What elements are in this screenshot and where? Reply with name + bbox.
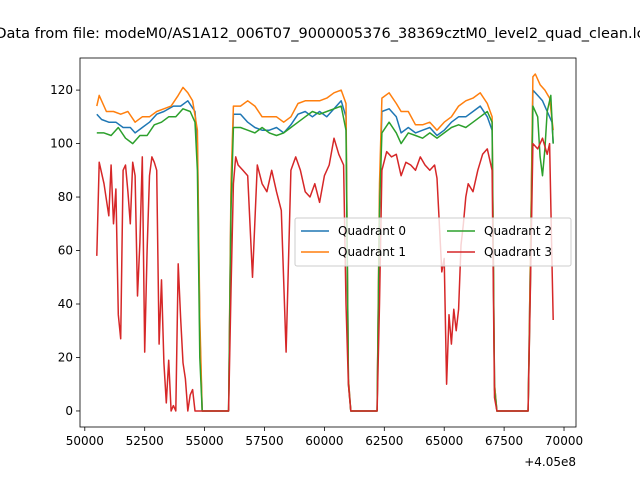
x-axis: 50000 52500 55000 57500 60000 62500 65000 67500… [66,427,583,448]
y-tick-label: 40 [58,297,73,311]
x-tick-label: 57500 [245,434,283,448]
series-line-quadrant-3 [96,137,554,412]
x-tick-label: 65000 [425,434,463,448]
legend-label-quadrant-3: Quadrant 3 [484,245,552,259]
legend-label-quadrant-1: Quadrant 1 [338,245,406,259]
y-tick-label: 80 [58,190,73,204]
x-tick-label: 67500 [485,434,523,448]
chart-title: Data from file: modeM0/AS1A12_006T07_900… [0,26,640,42]
y-axis: 0 20 40 60 80 100 120 [50,83,80,418]
x-offset-label: +4.05e8 [524,455,576,469]
legend-box [294,217,572,267]
x-tick-label: 60000 [305,434,343,448]
x-tick-label: 52500 [126,434,164,448]
legend-label-quadrant-2: Quadrant 2 [484,224,552,238]
y-tick-label: 60 [58,244,73,258]
legend: Quadrant 0 Quadrant 1 Quadrant 2 Quadrant 3 [294,217,572,267]
x-tick-label: 70000 [545,434,583,448]
series-line-quadrant-1 [96,73,554,412]
series-line-quadrant-0 [96,89,554,412]
y-tick-label: 0 [65,404,73,418]
x-tick-label: 55000 [186,434,224,448]
y-tick-label: 100 [50,137,73,151]
x-tick-label: 50000 [66,434,104,448]
plot-frame [79,57,577,428]
x-tick-label: 62500 [365,434,403,448]
legend-label-quadrant-0: Quadrant 0 [338,224,406,238]
y-tick-label: 20 [58,350,73,364]
y-tick-label: 120 [50,83,73,97]
